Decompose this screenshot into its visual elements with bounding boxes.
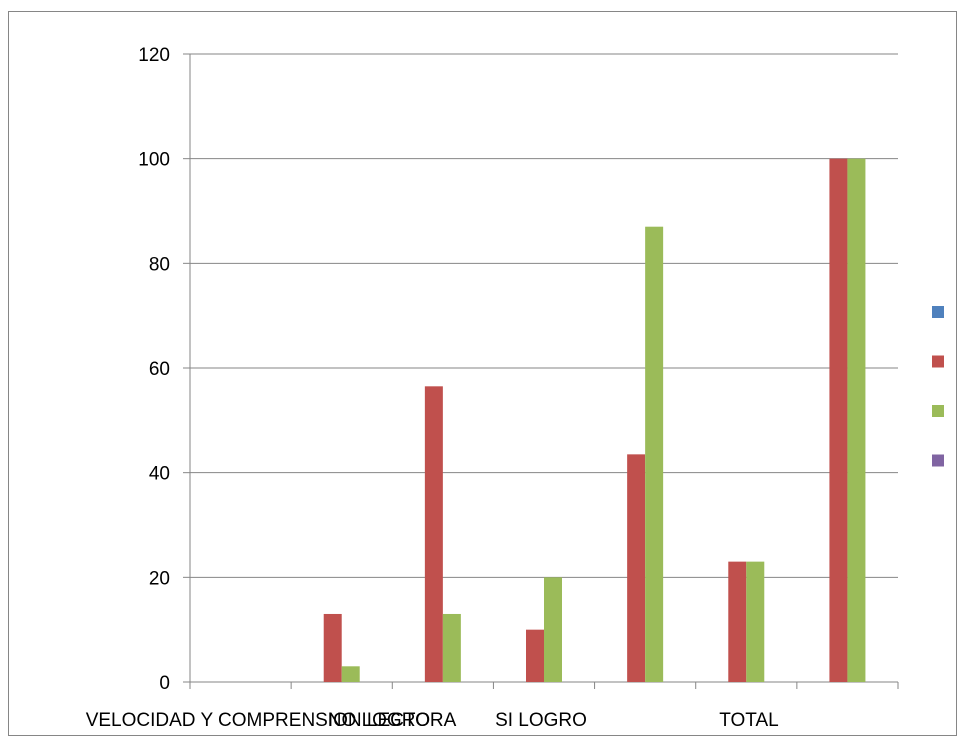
legend-swatch [932, 454, 944, 467]
y-tick-label: 40 [149, 464, 170, 485]
bar [847, 158, 866, 682]
x-tick-label: NO LOGRO [328, 710, 430, 731]
y-tick-label: 80 [149, 254, 170, 275]
x-tick-label: VELOCIDAD Y COMPRENSION LECTORA [86, 710, 457, 731]
bar-chart: 0 20 40 60 80 100 120 VELOCIDAD Y COMPRENSION L… [86, 45, 944, 731]
bar [829, 158, 848, 682]
y-tick-label: 120 [138, 45, 170, 66]
y-tick-label: 20 [149, 568, 170, 589]
bar [728, 561, 747, 682]
bar [746, 561, 765, 682]
y-tick-label: 60 [149, 359, 170, 380]
y-tick-label: 0 [159, 673, 170, 694]
legend-swatch [932, 306, 944, 318]
chart-area: 0 20 40 60 80 100 120 VELOCIDAD Y COMPRENSION L… [8, 11, 957, 736]
x-tick-label: SI LOGRO [495, 710, 587, 731]
x-tick-label: TOTAL [719, 710, 778, 731]
bar [323, 613, 342, 682]
bar [341, 666, 360, 682]
y-tick-label: 100 [138, 150, 170, 171]
bar [645, 226, 664, 682]
legend-swatch [932, 355, 944, 368]
bar [544, 577, 562, 682]
bar [424, 386, 443, 682]
bar [627, 454, 646, 682]
bar [442, 613, 461, 682]
bar [526, 629, 544, 682]
legend-swatch [932, 405, 944, 417]
